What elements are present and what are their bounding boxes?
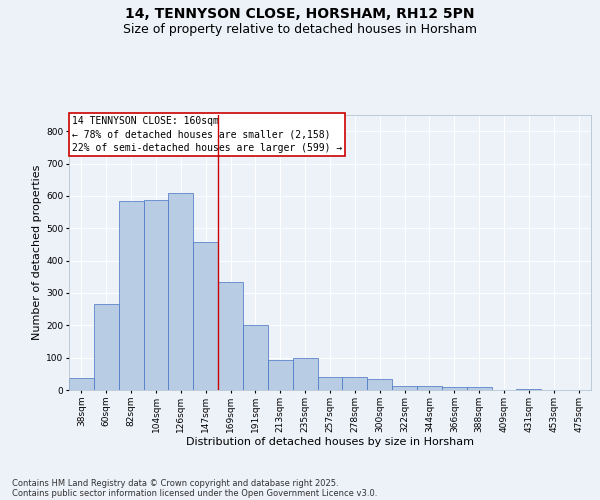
Bar	[169, 192, 193, 390]
Text: 14, TENNYSON CLOSE, HORSHAM, RH12 5PN: 14, TENNYSON CLOSE, HORSHAM, RH12 5PN	[125, 8, 475, 22]
Y-axis label: Number of detached properties: Number of detached properties	[32, 165, 42, 340]
Bar	[467, 387, 491, 390]
Bar	[218, 282, 243, 390]
Bar	[119, 200, 143, 390]
Bar	[293, 358, 317, 390]
Text: Contains public sector information licensed under the Open Government Licence v3: Contains public sector information licen…	[12, 488, 377, 498]
Bar	[69, 378, 94, 390]
Bar	[417, 386, 442, 390]
Text: Size of property relative to detached houses in Horsham: Size of property relative to detached ho…	[123, 22, 477, 36]
Bar	[392, 386, 417, 390]
Bar	[367, 378, 392, 390]
Bar	[243, 326, 268, 390]
X-axis label: Distribution of detached houses by size in Horsham: Distribution of detached houses by size …	[186, 438, 474, 448]
Bar	[143, 200, 169, 390]
Bar	[94, 304, 119, 390]
Text: Contains HM Land Registry data © Crown copyright and database right 2025.: Contains HM Land Registry data © Crown c…	[12, 478, 338, 488]
Text: 14 TENNYSON CLOSE: 160sqm
← 78% of detached houses are smaller (2,158)
22% of se: 14 TENNYSON CLOSE: 160sqm ← 78% of detac…	[71, 116, 342, 153]
Bar	[343, 377, 367, 390]
Bar	[442, 387, 467, 390]
Bar	[268, 360, 293, 390]
Bar	[317, 377, 343, 390]
Bar	[193, 242, 218, 390]
